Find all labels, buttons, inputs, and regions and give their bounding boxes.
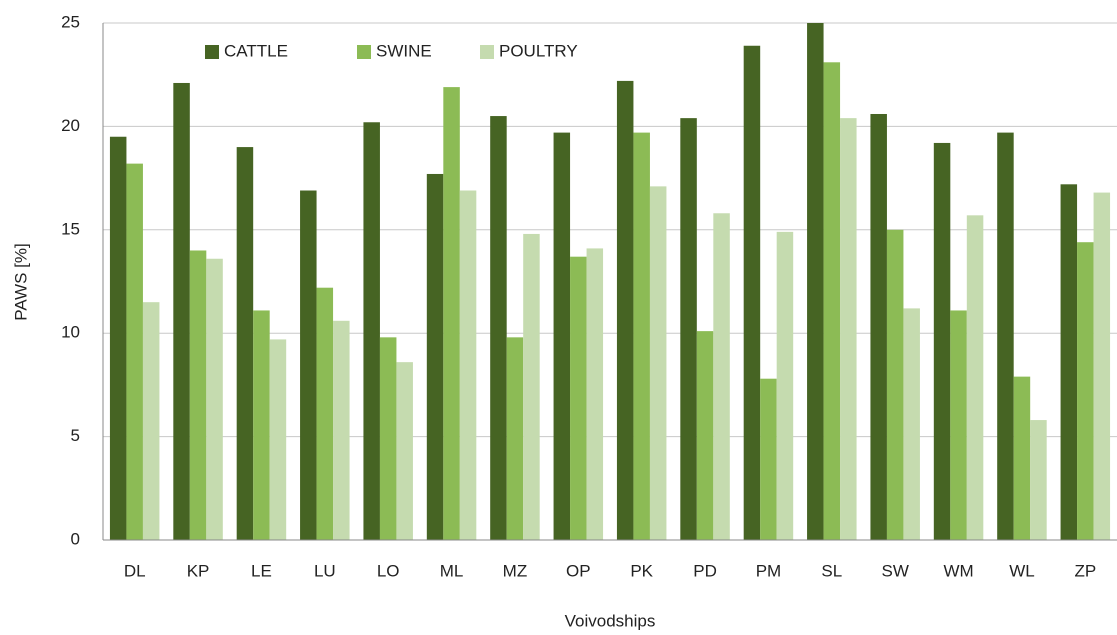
bar xyxy=(109,136,127,541)
y-axis-label: PAWS [%] xyxy=(11,243,30,320)
bar xyxy=(649,186,667,540)
bar xyxy=(1077,242,1094,540)
bar xyxy=(840,118,857,541)
bar xyxy=(950,310,967,540)
bar xyxy=(966,215,984,540)
bar xyxy=(1060,184,1078,540)
bar xyxy=(1030,420,1047,540)
x-tick-label: KP xyxy=(187,561,210,580)
x-tick-label: WM xyxy=(943,561,973,580)
y-tick-label: 20 xyxy=(61,116,80,135)
bar xyxy=(553,132,571,540)
y-tick-label: 10 xyxy=(61,323,80,342)
bar xyxy=(333,320,350,540)
bar xyxy=(459,190,477,540)
bar xyxy=(506,337,524,540)
x-tick-label: ZP xyxy=(1074,561,1096,580)
bar xyxy=(616,80,634,541)
x-tick-label: PD xyxy=(693,561,717,580)
y-tick-label: 25 xyxy=(61,12,80,31)
bar xyxy=(300,190,317,540)
bar xyxy=(903,308,920,540)
bar xyxy=(680,118,697,541)
bar xyxy=(823,62,841,541)
x-tick-label: LO xyxy=(377,561,400,580)
bar xyxy=(173,82,190,541)
bar xyxy=(396,362,413,540)
bar xyxy=(1013,376,1031,540)
bar xyxy=(586,248,604,541)
legend-swatch xyxy=(205,45,219,59)
legend-swatch xyxy=(357,45,371,59)
bar xyxy=(443,87,460,540)
bar xyxy=(1093,192,1111,541)
bar xyxy=(363,122,380,540)
x-tick-label: SL xyxy=(821,561,842,580)
bar xyxy=(870,113,887,540)
x-tick-label: MZ xyxy=(503,561,528,580)
bar xyxy=(760,378,777,540)
bar xyxy=(776,231,794,541)
y-tick-label: 15 xyxy=(61,219,80,238)
bar xyxy=(236,147,254,540)
bar xyxy=(426,173,444,541)
bar xyxy=(316,287,334,540)
bar xyxy=(206,258,223,540)
x-axis-label: Voivodships xyxy=(565,611,656,630)
bar xyxy=(997,132,1014,540)
x-tick-label: LE xyxy=(251,561,272,580)
bar xyxy=(253,310,270,540)
legend-label: SWINE xyxy=(376,41,432,60)
x-tick-label: OP xyxy=(566,561,591,580)
x-tick-label: LU xyxy=(314,561,336,580)
bar xyxy=(189,250,207,541)
x-tick-label: SW xyxy=(881,561,908,580)
bar xyxy=(886,229,904,541)
bar xyxy=(713,213,730,541)
x-tick-label: PM xyxy=(756,561,782,580)
bar xyxy=(490,116,507,540)
legend-label: CATTLE xyxy=(224,41,288,60)
legend-swatch xyxy=(480,45,494,59)
bar xyxy=(570,256,587,540)
bar xyxy=(523,233,540,540)
y-tick-label: 0 xyxy=(71,529,80,548)
bar xyxy=(126,163,143,540)
bar xyxy=(696,331,714,540)
bar xyxy=(933,142,951,540)
bar xyxy=(269,339,287,540)
y-tick-label: 5 xyxy=(71,426,80,445)
x-tick-label: ML xyxy=(440,561,464,580)
x-tick-label: PK xyxy=(630,561,653,580)
x-tick-label: WL xyxy=(1009,561,1035,580)
x-tick-label: DL xyxy=(124,561,146,580)
legend-label: POULTRY xyxy=(499,41,578,60)
bar xyxy=(743,45,761,541)
bar xyxy=(379,337,397,540)
bar xyxy=(142,302,160,540)
bar xyxy=(807,23,824,540)
bar xyxy=(633,132,650,540)
